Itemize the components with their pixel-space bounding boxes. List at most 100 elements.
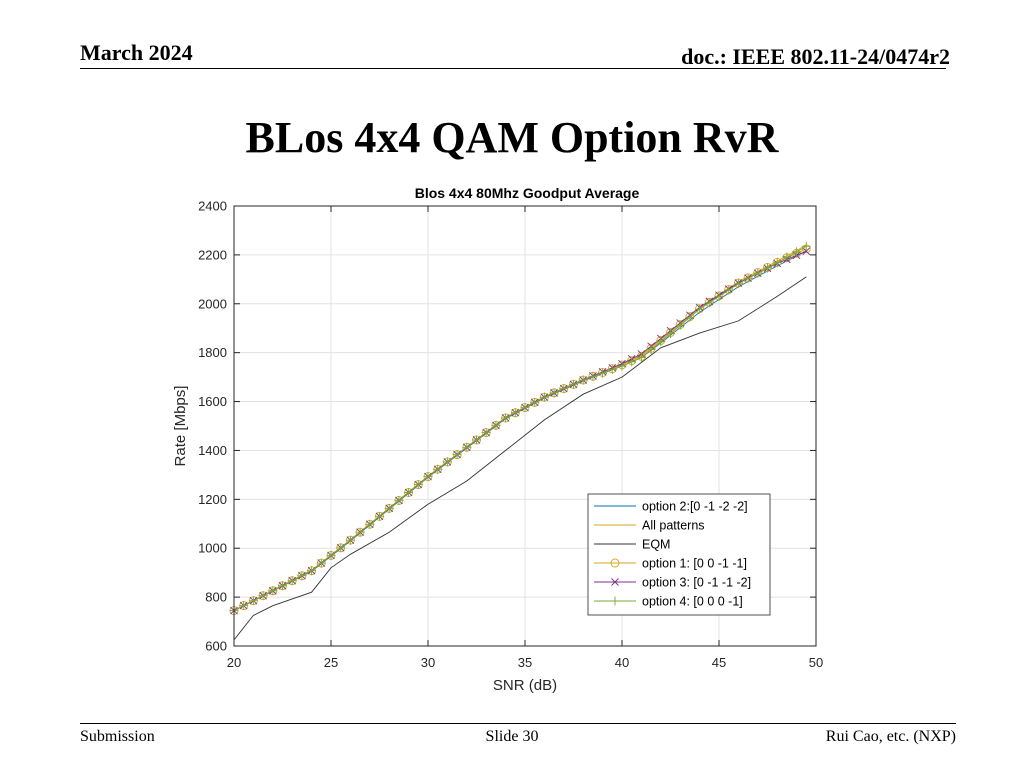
y-tick-label: 600 (205, 639, 227, 654)
marker-plus (394, 495, 404, 505)
marker-plus (656, 337, 666, 347)
marker-plus (569, 379, 578, 389)
marker-plus (316, 558, 326, 568)
marker-plus (287, 576, 297, 586)
slide-title: BLos 4x4 QAM Option RvR (245, 113, 779, 162)
marker-plus (763, 263, 772, 273)
marker-plus (627, 357, 637, 367)
x-tick-label: 30 (421, 655, 435, 670)
legend-label: option 1: [0 0 -1 -1] (642, 557, 747, 571)
marker-plus (704, 298, 714, 308)
legend-label: All patterns (642, 519, 705, 533)
legend-label: option 3: [0 -1 -1 -2] (642, 576, 751, 590)
marker-plus (278, 581, 287, 591)
marker-plus (481, 428, 491, 438)
marker-plus (646, 345, 656, 355)
marker-plus (491, 420, 501, 430)
marker-plus (695, 304, 705, 314)
marker-plus (801, 241, 811, 251)
y-tick-label: 1600 (198, 394, 227, 409)
marker-plus (724, 285, 734, 295)
y-tick-label: 800 (205, 590, 227, 605)
y-tick-label: 1000 (198, 541, 227, 556)
series-line-2 (233, 276, 807, 641)
marker-plus (355, 527, 365, 537)
y-axis-label: Rate [Mbps] (172, 386, 189, 467)
x-tick-label: 35 (518, 655, 532, 670)
marker-plus (636, 353, 646, 363)
marker-plus (307, 566, 317, 576)
marker-plus (782, 252, 792, 262)
marker-plus (413, 480, 423, 490)
legend-label: option 2:[0 -1 -2 -2] (642, 500, 748, 514)
y-tick-label: 1400 (198, 443, 227, 458)
marker-plus (617, 361, 627, 371)
header-rule (80, 68, 946, 69)
chart-title: Blos 4x4 80Mhz Goodput Average (415, 185, 640, 201)
marker-plus (501, 413, 511, 423)
marker-plus (326, 550, 336, 560)
x-axis-label: SNR (dB) (493, 677, 557, 694)
x-tick-label: 45 (712, 655, 726, 670)
x-tick-label: 40 (615, 655, 629, 670)
marker-plus (792, 247, 802, 257)
y-tick-label: 1200 (198, 492, 227, 507)
marker-plus (452, 450, 462, 460)
marker-plus (297, 571, 307, 581)
marker-plus (268, 586, 278, 596)
y-tick-label: 2000 (198, 296, 227, 311)
footer-rule (80, 723, 956, 724)
marker-plus (239, 601, 249, 611)
x-tick-label: 50 (809, 655, 823, 670)
y-tick-label: 1800 (198, 345, 227, 360)
header-date: March 2024 (80, 40, 193, 65)
marker-plus (685, 312, 695, 322)
legend-box (587, 493, 771, 616)
marker-plus (472, 435, 481, 445)
marker-plus (559, 384, 569, 394)
legend-label: option 4: [0 0 0 -1] (642, 595, 743, 609)
footer-author: Rui Cao, etc. (NXP) (825, 728, 956, 745)
marker-plus (598, 368, 608, 378)
marker-plus (607, 365, 617, 375)
marker-plus (520, 403, 530, 413)
marker-plus (578, 375, 588, 385)
x-tick-label: 25 (324, 655, 338, 670)
footer-submission: Submission (80, 728, 155, 745)
marker-plus (743, 273, 753, 283)
legend-label: EQM (642, 538, 670, 552)
marker-plus (404, 487, 414, 497)
marker-plus (345, 535, 355, 545)
marker-plus (549, 388, 559, 398)
marker-plus (588, 372, 598, 382)
marker-x (611, 578, 619, 586)
marker-x (802, 247, 811, 256)
marker-plus (336, 543, 346, 553)
marker-plus (733, 279, 743, 289)
footer-slide-number: Slide 30 (485, 728, 539, 745)
marker-plus (714, 291, 724, 301)
marker-plus (375, 511, 384, 521)
marker-circle (610, 558, 620, 568)
y-tick-label: 2200 (198, 247, 227, 262)
marker-plus (462, 442, 472, 452)
marker-plus (539, 392, 549, 402)
y-tick-label: 2400 (198, 199, 227, 214)
marker-plus (610, 596, 620, 606)
marker-plus (530, 397, 540, 407)
marker-plus (384, 503, 394, 513)
marker-plus (772, 258, 782, 268)
marker-plus (666, 329, 675, 339)
marker-plus (248, 596, 258, 606)
marker-plus (675, 320, 685, 330)
marker-plus (442, 457, 452, 467)
marker-plus (433, 464, 443, 474)
marker-plus (258, 591, 268, 601)
marker-plus (753, 268, 763, 278)
header-doc-id: doc.: IEEE 802.11-24/0474r2 (681, 44, 950, 69)
marker-plus (423, 472, 433, 482)
x-tick-label: 20 (227, 655, 241, 670)
marker-plus (510, 408, 520, 418)
marker-plus (365, 519, 375, 529)
